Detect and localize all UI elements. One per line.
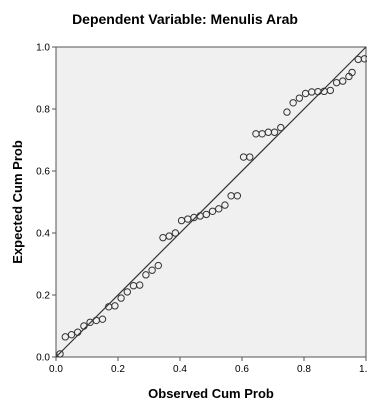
x-tick-label: 0.4: [173, 364, 187, 375]
data-point: [98, 315, 107, 323]
x-tick-label: 1.0: [359, 364, 367, 375]
data-point: [202, 210, 211, 219]
data-point: [215, 205, 223, 213]
data-point: [277, 123, 285, 132]
data-point: [67, 330, 76, 339]
reference-line: [55, 46, 367, 358]
y-tick-label: 0.4: [36, 229, 50, 240]
data-point: [61, 333, 70, 341]
axis-ticks: 0.0 0.2 0.4 0.6 0.8 1.0 0.0 0.2 0.4 0.6 0.8 1.0: [36, 43, 367, 376]
x-tick-label: 0.6: [235, 364, 249, 375]
data-point: [348, 68, 356, 77]
data-point: [270, 128, 279, 136]
x-tick-label: 0.2: [111, 364, 125, 375]
data-point: [111, 302, 119, 310]
data-point: [165, 232, 173, 240]
data-point: [171, 229, 180, 237]
y-tick-label: 0.2: [36, 291, 50, 302]
y-tick-label: 1.0: [36, 43, 50, 54]
y-axis-label: Expected Cum Prob: [10, 140, 25, 264]
data-points: [56, 55, 367, 358]
y-tick-label: 0.0: [36, 353, 50, 364]
x-tick-label: 0.8: [297, 364, 311, 375]
x-axis-label: Observed Cum Prob: [148, 386, 274, 401]
data-point: [339, 77, 347, 85]
data-point: [117, 294, 125, 302]
data-point: [154, 261, 163, 270]
data-point: [233, 192, 242, 200]
data-point: [360, 55, 367, 63]
data-point: [295, 94, 304, 102]
data-point: [148, 266, 156, 274]
y-tick-label: 0.6: [36, 167, 50, 178]
data-point: [80, 322, 88, 330]
data-point: [326, 86, 335, 95]
x-tick-label: 0.0: [49, 364, 63, 375]
data-point: [136, 281, 144, 289]
data-point: [221, 201, 229, 209]
y-tick-label: 0.8: [36, 105, 50, 116]
chart-title: Dependent Variable: Menulis Arab: [72, 11, 298, 27]
data-point: [74, 328, 82, 336]
data-point: [56, 350, 64, 358]
data-point: [123, 288, 132, 296]
data-point: [142, 271, 150, 279]
data-point: [208, 207, 217, 216]
data-point: [289, 99, 297, 107]
data-point: [283, 108, 291, 116]
data-point: [246, 153, 254, 161]
